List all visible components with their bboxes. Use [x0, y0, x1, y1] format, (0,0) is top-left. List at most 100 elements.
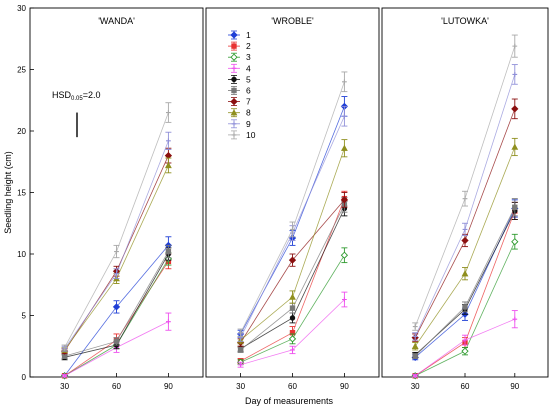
panel-2: 'WROBLE' 30 60 90: [205, 7, 380, 391]
data-point: [511, 238, 519, 246]
y-tick-label: 30: [17, 4, 26, 13]
data-point: [462, 304, 468, 310]
data-point: [342, 79, 347, 85]
legend-marker: [230, 31, 238, 39]
panel-frame: [29, 7, 204, 378]
x-tick-label: 90: [340, 382, 349, 391]
series-6: [412, 198, 518, 359]
legend-item-10: 10: [228, 130, 256, 140]
data-point: [512, 43, 518, 49]
data-point: [462, 227, 468, 232]
data-point: [112, 303, 121, 311]
x-tick-label: 60: [461, 382, 470, 391]
data-point: [461, 270, 469, 277]
data-point: [290, 347, 295, 353]
series-line: [414, 46, 516, 327]
x-axis-title: Day of measurements: [245, 396, 334, 406]
data-point: [340, 196, 349, 204]
data-point: [462, 337, 468, 343]
data-point: [288, 256, 297, 264]
series-9: [412, 64, 518, 341]
series-4: [412, 310, 518, 379]
data-point: [412, 373, 418, 379]
legend-marker: [231, 43, 237, 49]
data-point: [512, 72, 518, 77]
data-point: [412, 334, 418, 339]
data-point: [164, 161, 172, 169]
legend-item-3: 3: [228, 52, 251, 62]
data-point: [114, 271, 119, 277]
data-point: [411, 342, 419, 349]
legend-item-8: 8: [228, 108, 251, 118]
legend-item-2: 2: [228, 41, 251, 51]
panel-1: 'WANDA' 30 60 90: [29, 7, 204, 391]
y-tick-label: 20: [17, 127, 26, 136]
legend-label: 5: [246, 74, 251, 84]
data-point: [289, 315, 296, 321]
legend-label: 2: [246, 41, 251, 51]
y-axis-title: Seedling height (cm): [3, 151, 13, 234]
x-tick-label: 60: [112, 382, 121, 391]
panel-title: 'WANDA': [98, 16, 135, 26]
data-point: [340, 144, 348, 151]
legend-label: 8: [246, 108, 251, 118]
y-tick-label: 5: [22, 312, 27, 321]
data-point: [412, 324, 418, 329]
x-tick-label: 30: [236, 382, 245, 391]
x-tick-label: 90: [510, 382, 519, 391]
data-point: [461, 236, 469, 245]
legend-label: 10: [246, 130, 256, 140]
data-point: [511, 105, 519, 113]
data-point: [289, 293, 296, 300]
y-tick-label: 25: [17, 66, 26, 75]
data-point: [512, 316, 518, 322]
x-tick-label: 30: [60, 382, 69, 391]
data-point: [512, 204, 518, 210]
data-point: [412, 353, 418, 359]
data-point: [342, 297, 347, 302]
series-line: [64, 140, 169, 349]
data-point: [462, 196, 468, 202]
data-point: [166, 138, 171, 144]
series-10: [412, 34, 518, 331]
legend-item-1: 1: [228, 30, 251, 40]
data-point: [340, 251, 349, 259]
y-tick-label: 15: [17, 189, 26, 198]
legend-label: 9: [246, 119, 251, 129]
series-10: [237, 71, 348, 337]
legend-item-7: 7: [228, 97, 251, 107]
data-point: [289, 305, 296, 311]
series-8: [411, 137, 519, 351]
x-tick-label: 30: [411, 382, 420, 391]
legend-item-9: 9: [228, 119, 251, 129]
panel-title: 'WROBLE': [271, 16, 314, 26]
legend-marker: [230, 53, 238, 61]
panel-title: 'LUTOWKA': [441, 16, 489, 26]
legend-marker: [231, 76, 237, 83]
panel-3: 'LUTOWKA' 30 60 90: [381, 7, 549, 391]
data-point: [165, 248, 172, 255]
legend-label: 6: [246, 86, 251, 96]
data-point: [62, 373, 67, 379]
data-point: [113, 338, 120, 345]
legend-label: 3: [246, 52, 251, 62]
series-10: [61, 102, 172, 351]
legend-label: 7: [246, 97, 251, 107]
hsd-label: HSD0.05=2.0: [52, 90, 100, 102]
data-point: [238, 362, 243, 368]
legend-label: 4: [246, 63, 251, 73]
legend-marker: [231, 65, 237, 71]
x-tick-label: 60: [288, 382, 297, 391]
legend-marker: [231, 87, 237, 94]
legend-marker: [231, 132, 237, 138]
data-point: [511, 143, 519, 150]
y-tick-label: 10: [17, 250, 26, 259]
series-9: [61, 131, 172, 352]
data-point: [166, 319, 171, 325]
data-point: [461, 347, 469, 355]
data-point: [288, 335, 297, 343]
series-6: [61, 244, 172, 359]
data-point: [166, 110, 171, 115]
x-tick-label: 90: [164, 382, 173, 391]
